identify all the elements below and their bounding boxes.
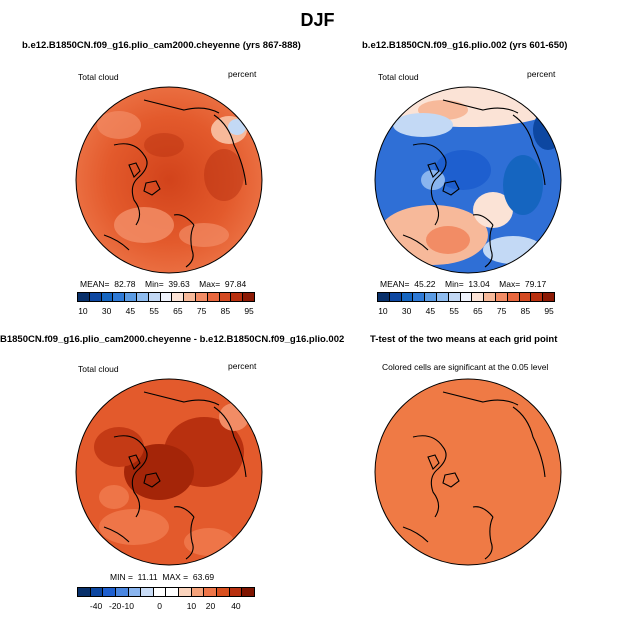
colorbar-tick-label: 85 (220, 306, 231, 316)
variable-label-top-left: Total cloud (78, 72, 119, 82)
colorbar-tick-label: 75 (196, 306, 207, 316)
colorbar-tick-label: 10 (186, 601, 197, 611)
colorbar-tick-label: 20 (205, 601, 216, 611)
variable-label-top-right: Total cloud (378, 72, 419, 82)
colorbar-tick-label: 40 (231, 601, 241, 611)
colorbar-segment (90, 588, 104, 596)
colorbar-segment (219, 293, 232, 301)
colorbar-segment (519, 293, 532, 301)
panel-title-top-left: b.e12.B1850CN.f09_g16.plio_cam2000.cheye… (22, 40, 301, 51)
colorbar-tick-label: 85 (520, 306, 531, 316)
polar-map-top-right (374, 86, 562, 274)
figure-title: DJF (300, 10, 335, 30)
polar-map-bottom-right (374, 378, 562, 566)
colorbar-tick-label: 0 (157, 601, 163, 611)
colorbar-bottom-left (77, 587, 255, 597)
variable-label-bottom-left: Total cloud (78, 364, 119, 374)
colorbar-segment (231, 293, 244, 301)
colorbar-tick-label: -20 (108, 601, 122, 611)
colorbar-segment (472, 293, 485, 301)
colorbar-tick-label: 45 (425, 306, 436, 316)
colorbar-segment (101, 293, 114, 301)
colorbar-tick-label: 95 (244, 306, 254, 316)
colorbar-tick-label: 30 (101, 306, 112, 316)
colorbar-tick-label: 10 (78, 306, 88, 316)
colorbar-segment (191, 588, 205, 596)
colorbar-tick-label: 95 (544, 306, 554, 316)
colorbar-segment (389, 293, 402, 301)
colorbar-segment (179, 588, 192, 596)
colorbar-segment (460, 293, 473, 301)
colorbar-segment (484, 293, 496, 301)
colorbar-segment (207, 293, 220, 301)
colorbar-tick-label: -10 (121, 601, 134, 611)
colorbar-top-left (77, 292, 255, 302)
colorbar-segment (78, 588, 91, 596)
panel-title-bottom-left: B1850CN.f09_g16.plio_cam2000.cheyenne - … (0, 334, 345, 345)
stats-top-right: MEAN= 45.22 Min= 13.04 Max= 79.17 (380, 279, 547, 289)
colorbar-segment (531, 293, 544, 301)
colorbar-segment (141, 588, 154, 596)
stats-top-left: MEAN= 82.78 Min= 39.63 Max= 97.84 (80, 279, 247, 289)
colorbar-segment (507, 293, 520, 301)
colorbar-segment (153, 588, 167, 596)
colorbar-tick-label: 65 (473, 306, 483, 316)
colorbar-tick-label: 65 (173, 306, 183, 316)
colorbar-segment (78, 293, 90, 301)
colorbar-tick-label: 75 (496, 306, 507, 316)
colorbar-tick-label: 30 (401, 306, 412, 316)
colorbar-segment (136, 293, 149, 301)
panel-title-bottom-right: T-test of the two means at each grid poi… (370, 334, 558, 345)
colorbar-segment (243, 293, 254, 301)
colorbar-segment (125, 293, 137, 301)
colorbar-tick-label: -40 (89, 601, 103, 611)
colorbar-segment (378, 293, 390, 301)
colorbar-tick-label: 55 (149, 306, 159, 316)
colorbar-segment (543, 293, 554, 301)
colorbar-segment (229, 588, 243, 596)
colorbar-segment (495, 293, 508, 301)
colorbar-segment (113, 293, 126, 301)
colorbar-tick-label: 55 (449, 306, 459, 316)
units-label-bottom-left: percent (228, 361, 257, 371)
colorbar-segment (184, 293, 196, 301)
colorbar-tick-label: 45 (125, 306, 136, 316)
colorbar-segment (448, 293, 461, 301)
colorbar-segment (128, 588, 142, 596)
units-label-top-left: percent (228, 69, 257, 79)
colorbar-segment (436, 293, 449, 301)
colorbar-segment (242, 588, 254, 596)
significance-note: Colored cells are significant at the 0.0… (382, 362, 549, 372)
colorbar-segment (115, 588, 129, 596)
colorbar-tick-label: 10 (378, 306, 388, 316)
colorbar-segment (89, 293, 102, 301)
colorbar-segment (401, 293, 414, 301)
colorbar-segment (103, 588, 116, 596)
colorbar-top-right (377, 292, 555, 302)
colorbar-segment (217, 588, 230, 596)
colorbar-segment (413, 293, 426, 301)
colorbar-segment (148, 293, 161, 301)
colorbar-segment (425, 293, 437, 301)
panel-title-top-right: b.e12.B1850CN.f09_g16.plio.002 (yrs 601-… (362, 40, 568, 51)
polar-map-bottom-left (75, 378, 263, 566)
units-label-top-right: percent (527, 69, 556, 79)
stats-bottom-left: MIN = 11.11 MAX = 63.69 (110, 572, 215, 582)
colorbar-segment (195, 293, 208, 301)
colorbar-segment (166, 588, 180, 596)
colorbar-segment (172, 293, 185, 301)
colorbar-segment (160, 293, 173, 301)
colorbar-segment (204, 588, 218, 596)
polar-map-top-left (75, 86, 263, 274)
